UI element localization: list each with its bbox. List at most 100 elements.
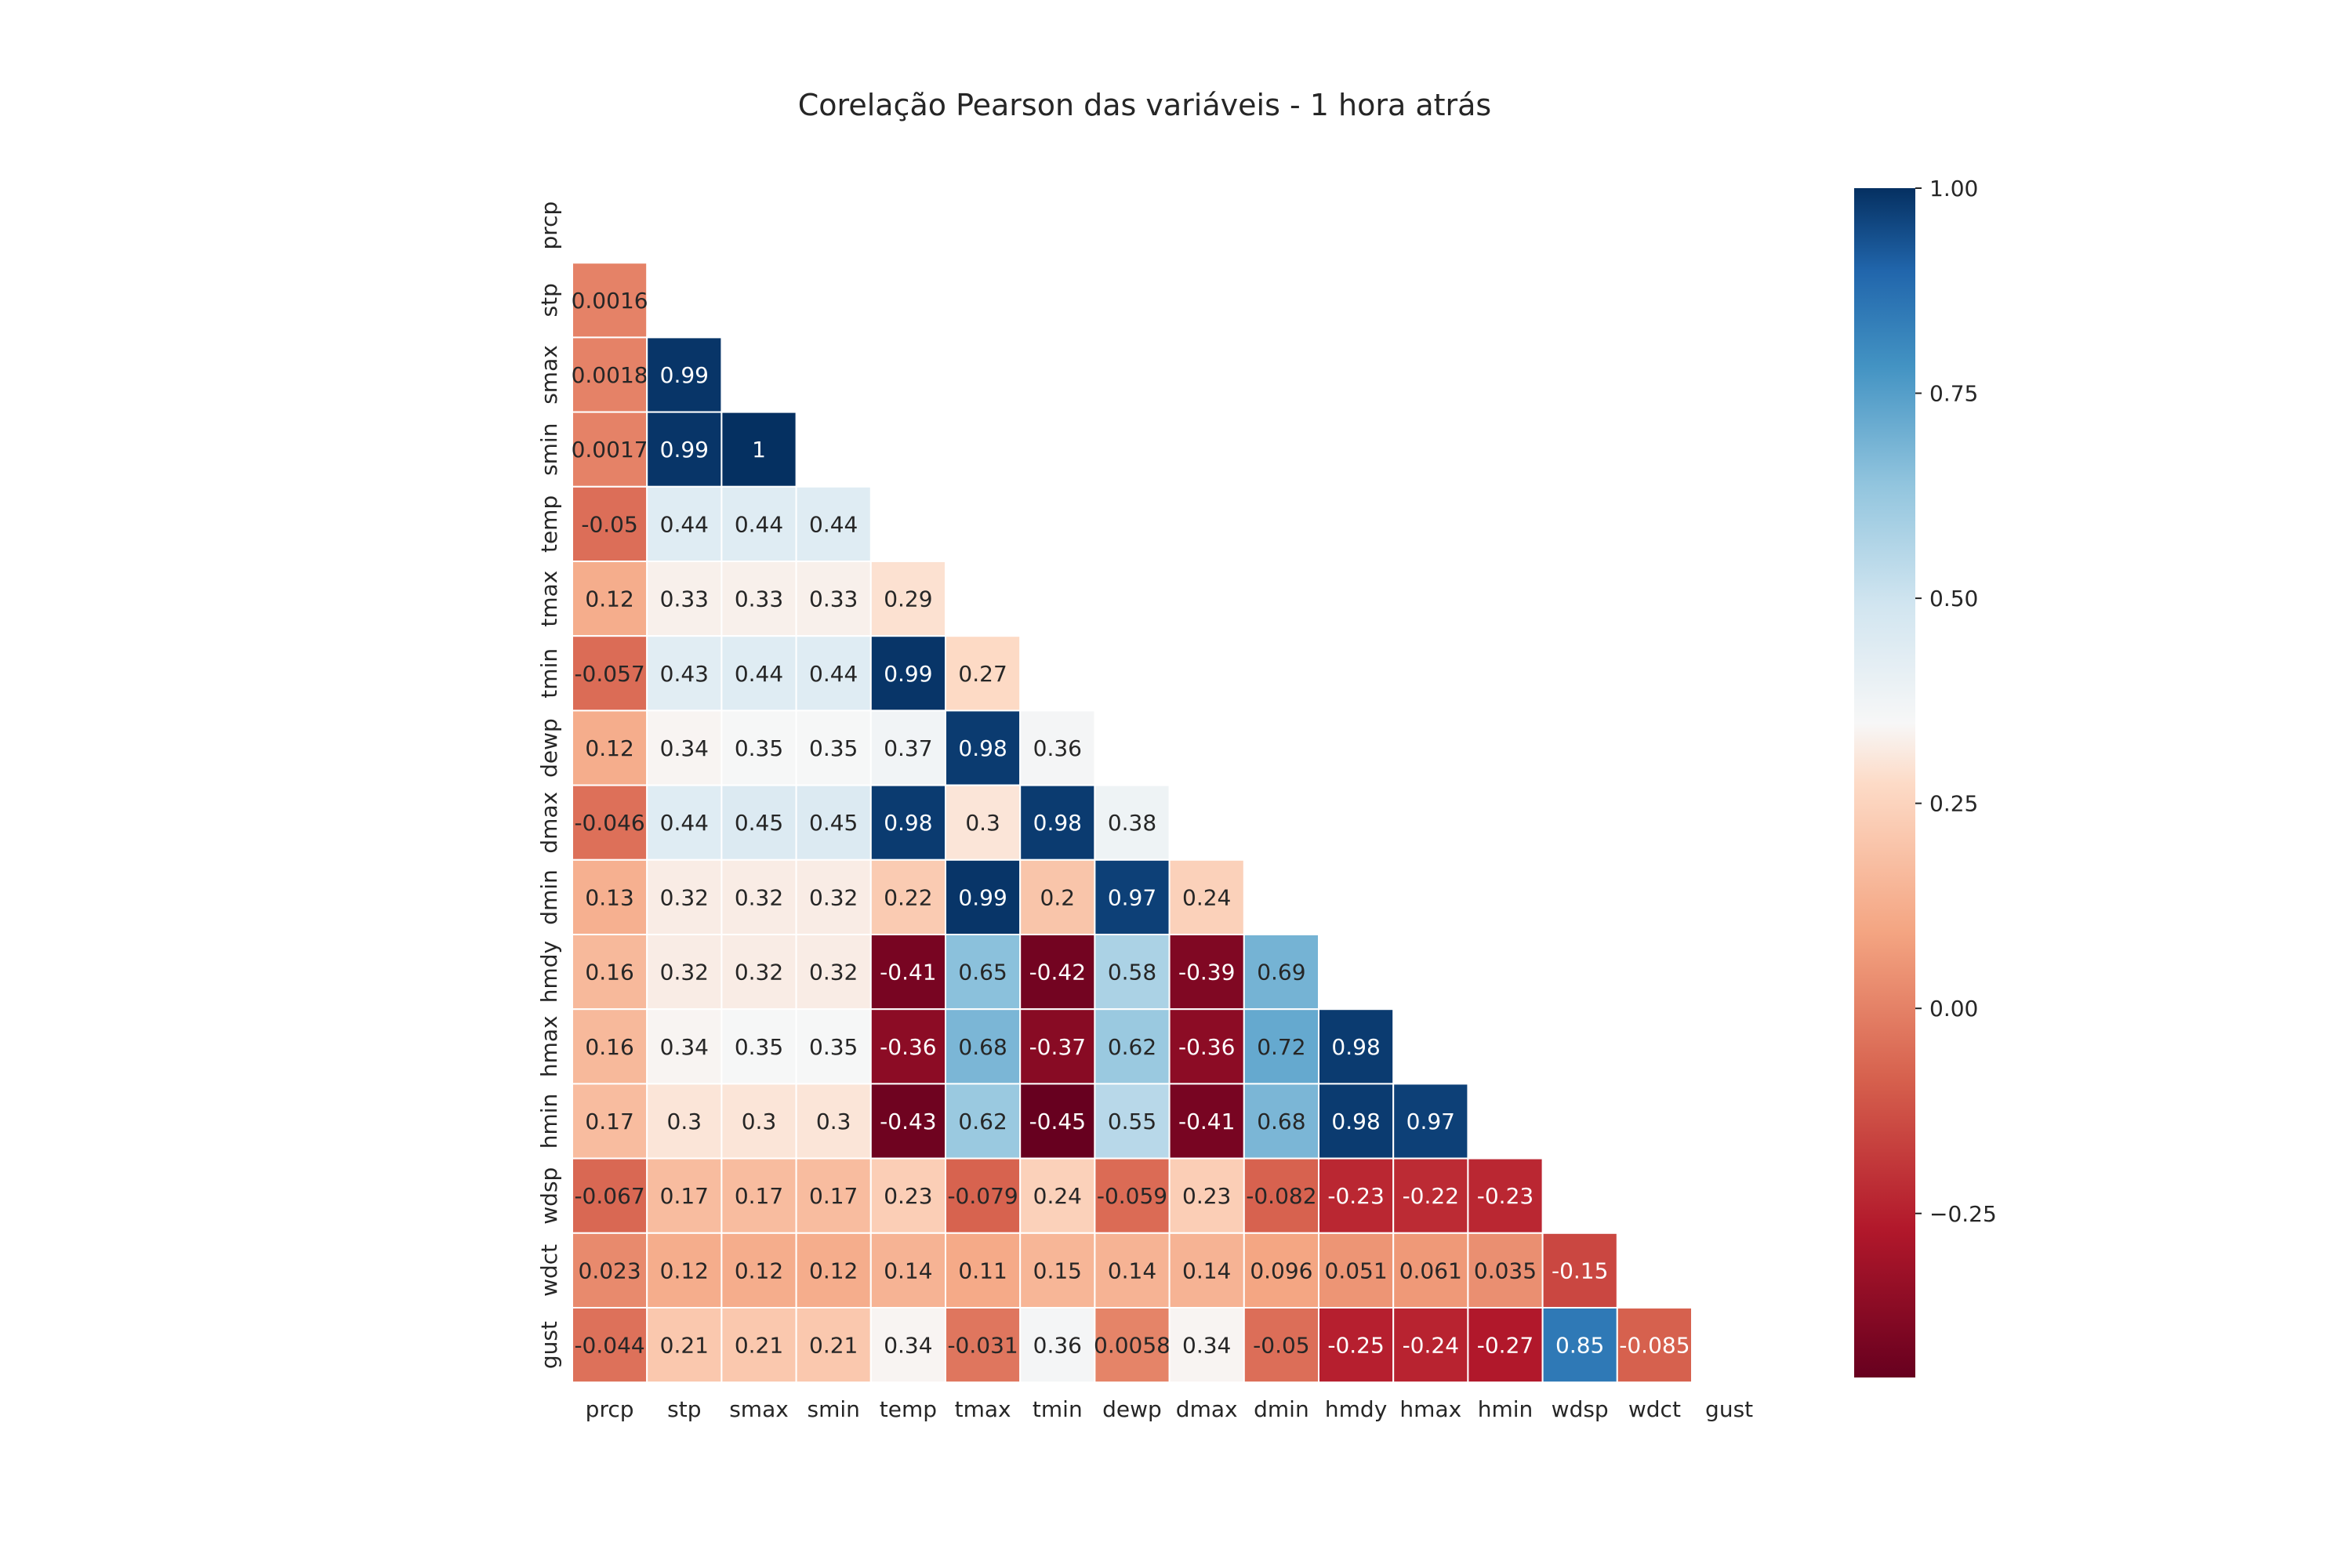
x-tick-label: wdsp [1552,1396,1609,1422]
cell-value-label: 0.98 [1033,810,1082,836]
cell-value-label: 0.62 [1108,1034,1156,1060]
cell-value-label: 0.98 [1331,1034,1380,1060]
cell-value-label: -0.05 [581,511,637,537]
heatmap-cell [1243,1157,1320,1234]
cell-value-label: -0.37 [1029,1034,1086,1060]
cell-value-label: 0.3 [816,1109,851,1134]
cell-value-label: 0.16 [585,1034,633,1060]
y-tick-label: gust [536,1321,562,1369]
cell-value-label: -0.23 [1327,1183,1384,1209]
heatmap-cell [869,1232,947,1309]
x-tick-label: dmin [1254,1396,1309,1422]
cell-value-label: 0.23 [1182,1183,1231,1209]
heatmap-cell [1541,1307,1618,1384]
cell-value-label: -0.046 [574,810,644,836]
heatmap-cell [646,561,723,637]
cell-value-label: 0.43 [660,661,709,687]
cell-value-label: 0.14 [1108,1258,1156,1283]
heatmap-cell [945,1232,1022,1309]
cell-value-label: 0.34 [660,1034,709,1060]
y-tick-label: prcp [536,201,562,250]
cell-value-label: 0.85 [1555,1333,1604,1359]
cell-value-label: -0.24 [1403,1333,1459,1359]
heatmap-cell [1467,1232,1544,1309]
cell-value-label: 1 [752,437,766,463]
heatmap-cell [646,336,723,413]
cell-value-label: 0.37 [884,735,932,761]
x-tick-label: smax [729,1396,789,1422]
heatmap-cell [1094,1083,1171,1160]
heatmap-cell [1318,1232,1395,1309]
cell-value-label: 0.35 [809,1034,858,1060]
cell-value-label: 0.0016 [572,288,648,314]
cell-value-label: 0.11 [958,1258,1007,1283]
cell-value-label: 0.98 [958,735,1007,761]
cell-value-label: 0.33 [809,586,858,612]
cell-value-label: 0.99 [958,884,1007,910]
colorbar-tick-labels: 1.00 0.75 0.50 0.25 0.00 −0.25 [1915,176,1997,1227]
cell-value-label: 0.35 [735,735,783,761]
cell-value-label: 0.17 [809,1183,858,1209]
y-tick-label: hmin [536,1094,562,1149]
heatmap-cell [1541,1232,1618,1309]
heatmap-cell [1243,1307,1320,1384]
x-tick-label: tmax [955,1396,1011,1422]
heatmap-cell [869,934,947,1011]
cell-value-label: 0.13 [585,884,633,910]
cell-value-label: 0.12 [585,586,633,612]
y-tick-label: wdct [536,1244,562,1297]
cell-value-label: 0.12 [660,1258,709,1283]
cell-value-label: 0.32 [809,960,858,985]
heatmap-cell [572,1008,648,1085]
chart-title: Corelação Pearson das variáveis - 1 hora… [798,88,1491,122]
heatmap-cell [1019,710,1096,786]
heatmap-cell [1019,1232,1096,1309]
heatmap-cell [572,1083,648,1160]
heatmap-cell [720,858,797,936]
cell-value-label: -0.25 [1327,1333,1384,1359]
cell-value-label: 0.44 [809,511,858,537]
cell-value-label: 0.12 [735,1258,783,1283]
x-tick-label: prcp [586,1396,634,1422]
y-tick-label: tmax [536,571,562,627]
cell-value-label: 0.36 [1033,735,1082,761]
cell-value-label: 0.21 [660,1333,709,1359]
heatmap-cell [646,1083,723,1160]
heatmap-cell [795,1008,872,1085]
heatmap-cell [1019,1307,1096,1384]
heatmap-cell [572,934,648,1011]
y-tick-label: smax [536,345,562,405]
cell-value-label: 0.72 [1257,1034,1305,1060]
heatmap-cell [1019,1083,1096,1160]
cell-value-label: 0.36 [1033,1333,1082,1359]
x-tick-label: temp [880,1396,937,1422]
heatmap-cell [1318,1008,1395,1085]
heatmap-cell [1392,1232,1469,1309]
cell-value-label: 0.32 [809,884,858,910]
cell-value-label: 0.68 [958,1034,1007,1060]
heatmap-cell [1243,934,1320,1011]
heatmap-cell [1019,858,1096,936]
heatmap-cell [1094,1232,1171,1309]
cell-value-label: 0.23 [884,1183,932,1209]
heatmap-cell [1168,1232,1245,1309]
cell-value-label: -0.079 [947,1183,1018,1209]
heatmap-cell [1094,784,1171,861]
cell-value-label: 0.3 [667,1109,702,1134]
heatmap-cell [945,710,1022,786]
cell-value-label: -0.36 [1178,1034,1235,1060]
cell-value-label: -0.044 [574,1333,644,1359]
cell-value-label: 0.99 [660,362,709,388]
cell-value-label: 0.33 [660,586,709,612]
heatmap-cell [720,934,797,1011]
y-tick-label: hmax [536,1015,562,1077]
heatmap-cell [795,1083,872,1160]
heatmap-cell [945,635,1022,712]
heatmap-cell [1616,1307,1693,1384]
cell-value-label: 0.0058 [1094,1333,1171,1359]
cell-value-label: 0.17 [585,1109,633,1134]
cell-value-label: -0.42 [1029,960,1086,985]
cell-value-label: 0.34 [884,1333,932,1359]
cell-value-label: -0.031 [947,1333,1018,1359]
